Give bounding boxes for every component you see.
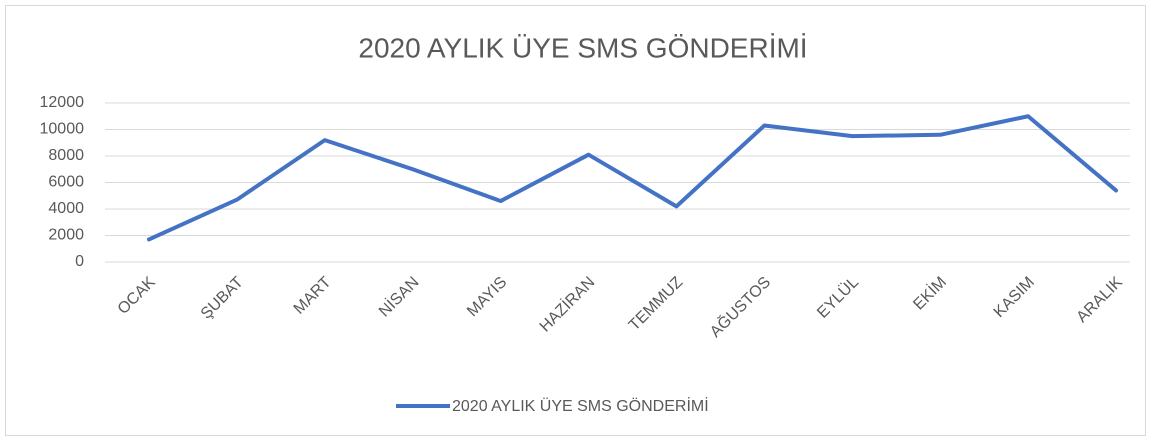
y-tick-label: 0 <box>75 253 84 270</box>
legend-label: 2020 AYLIK ÜYE SMS GÖNDERİMİ <box>452 396 709 415</box>
chart-title: 2020 AYLIK ÜYE SMS GÖNDERİMİ <box>358 32 807 63</box>
y-tick-label: 2000 <box>48 227 84 244</box>
y-tick-label: 6000 <box>48 174 84 191</box>
y-tick-label: 10000 <box>40 121 85 138</box>
y-tick-label: 8000 <box>48 147 84 164</box>
chart-border <box>5 5 1146 436</box>
y-tick-label: 4000 <box>48 200 84 217</box>
y-tick-label: 12000 <box>40 94 85 111</box>
data-line <box>146 114 1119 242</box>
